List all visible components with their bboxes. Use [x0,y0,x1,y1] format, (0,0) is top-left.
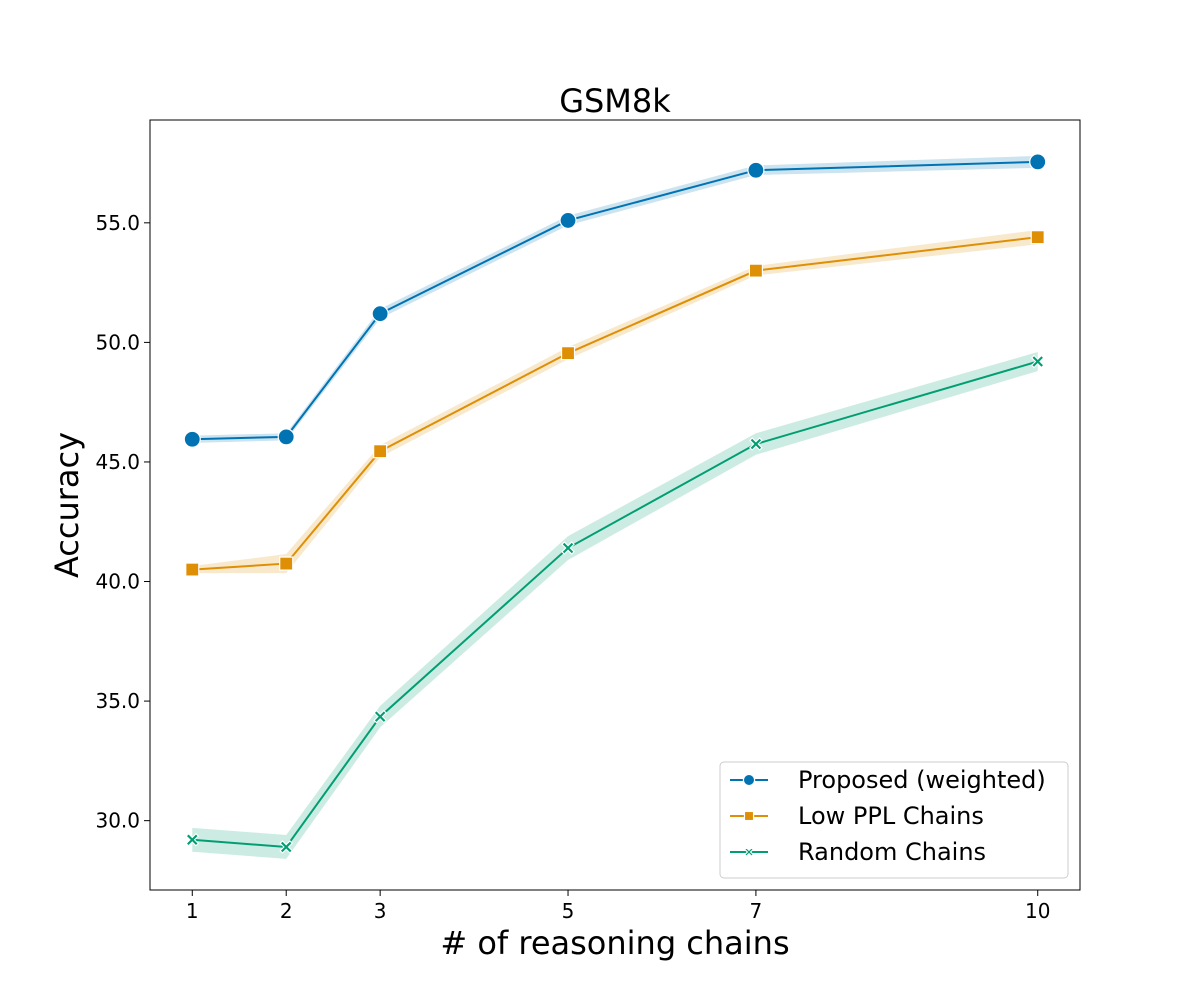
y-tick-label: 35.0 [95,689,140,713]
legend-marker [744,847,754,857]
plot-frame [149,119,1081,891]
data-point [185,562,200,577]
data-point [373,444,388,459]
x-axis-title: # of reasoning chains [440,924,789,962]
legend-marker [742,773,756,787]
x-tick-label: 7 [750,899,763,923]
legend-marker [743,810,755,822]
legend-label: Proposed (weighted) [798,766,1046,794]
data-point [279,556,294,571]
legend-label: Low PPL Chains [798,802,984,830]
y-axis-ticks: 30.0 35.0 40.0 45.0 50.0 55.0 [95,211,150,833]
data-point [747,161,765,179]
series-line-2 [192,360,1039,848]
data-point [371,305,389,323]
series-line-0 [192,160,1038,441]
x-axis-ticks: 1 2 3 5 7 10 [186,890,1050,923]
series-markers [183,153,1047,854]
data-point [1030,354,1045,369]
data-point [279,840,293,854]
y-tick-label: 40.0 [95,570,140,594]
y-tick-label: 45.0 [95,450,140,474]
data-point [559,211,577,230]
data-point [1029,153,1047,171]
confidence-bands [192,155,1038,859]
data-point [373,709,387,724]
data-point [185,833,200,847]
y-tick-label: 50.0 [95,330,140,354]
legend-label: Random Chains [798,838,986,866]
x-tick-label: 2 [280,899,293,923]
data-point [560,346,576,361]
data-point [183,430,201,448]
series-line-1 [192,236,1038,571]
x-tick-label: 3 [374,899,387,923]
legend-box [719,761,1069,879]
y-tick-label: 30.0 [95,809,140,833]
x-tick-label: 10 [1025,899,1050,923]
data-point [748,263,764,278]
series-lines [192,160,1039,848]
x-tick-label: 1 [186,899,199,923]
legend-items: Proposed (weighted) Low PPL Chains Random … [730,766,1046,866]
data-point [1030,230,1045,245]
y-axis-title: Accuracy [48,432,86,578]
data-point [561,541,575,555]
data-point [277,428,295,446]
data-point [749,437,763,451]
legend: Proposed (weighted) Low PPL Chains Random … [719,761,1069,879]
y-tick-label: 55.0 [95,211,140,235]
x-tick-label: 5 [562,899,575,923]
chart-title: GSM8k [559,82,671,120]
